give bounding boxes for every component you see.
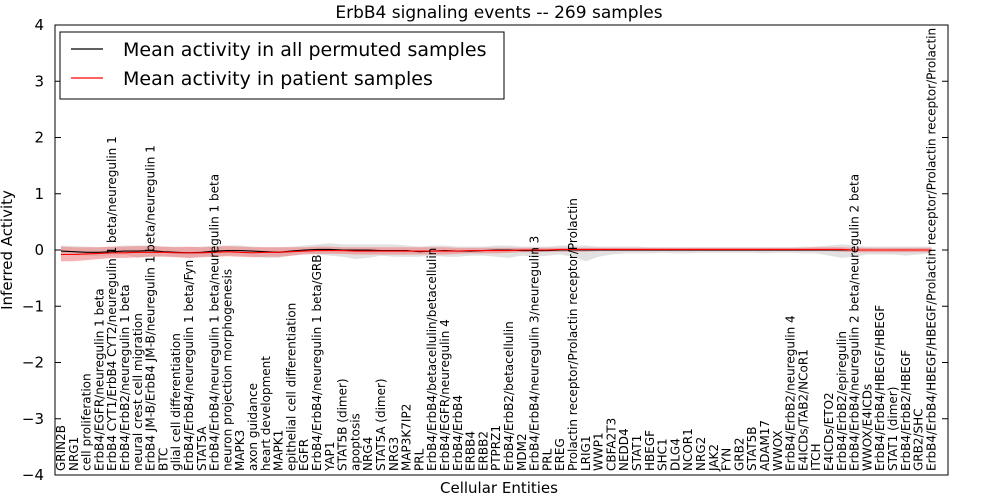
category-label: axon guidance: [246, 383, 260, 471]
plot-frame: [54, 24, 949, 476]
permuted-mean-line: [60, 248, 932, 254]
category-label: NRG2: [694, 437, 708, 471]
category-label: EGFR: [297, 439, 311, 471]
category-label: STAT5B: [745, 427, 759, 472]
category-label: GRB2/SHC: [912, 408, 926, 471]
category-label: NRG4: [361, 437, 375, 471]
category-label: PTPRZ1: [489, 425, 503, 471]
category-label: ERBB2: [476, 431, 490, 471]
category-label: STAT5B (dimer): [336, 378, 350, 471]
category-label: ErbB4/ErbB2/betacellulin: [502, 321, 516, 471]
category-label: E4ICDs/ETO2: [822, 392, 836, 471]
category-label: MAPK3: [233, 430, 247, 471]
y-tick-label: −3: [22, 410, 44, 428]
patient-mean-line: [61, 248, 932, 256]
category-label: MAP3K7IP2: [400, 404, 414, 471]
lines-layer: [60, 248, 932, 256]
category-label: STAT1: [630, 435, 644, 471]
category-label: ErbB4/ErbB2/HBEGF: [899, 350, 913, 471]
category-label: CBFA2T3: [604, 418, 618, 471]
category-label: ErbB4/ErbB4/neuregulin 1 beta/Fyn: [182, 260, 196, 471]
category-label: STAT1 (dimer): [886, 387, 900, 471]
y-tick-label: 2: [34, 129, 44, 147]
category-label: ErbB4 JM-B/ErbB4 JM-B/neuregulin 1 beta/…: [144, 145, 158, 471]
category-label: ErbB4/EGFR/neuregulin 4: [438, 319, 452, 471]
category-label: ErbB4/ErbB4/neuregulin 2 beta/neuregulin…: [848, 174, 862, 471]
category-label: glial cell differentiation: [169, 333, 183, 471]
category-label: ErbB4/ErbB4/neuregulin 1 beta/neuregulin…: [208, 174, 222, 471]
category-label: NRG1: [67, 437, 81, 471]
category-label: STAT5A (dimer): [374, 378, 388, 471]
category-label: ErbB4 CYT1/ErbB4 CYT2/neuregulin 1 beta/…: [105, 136, 119, 471]
category-label: PRL: [540, 448, 554, 471]
category-label: heart development: [259, 356, 273, 471]
category-label: NCOR1: [681, 428, 695, 471]
category-label: ADAM17: [758, 420, 772, 471]
category-label: ErbB4/ErbB2/neuregulin 4: [784, 315, 798, 471]
x-axis-label: Cellular Entities: [440, 479, 558, 497]
category-label: WWOX: [771, 430, 785, 471]
category-label: GRIN2B: [54, 425, 68, 471]
category-label: BTC: [156, 448, 170, 471]
category-label: MAPK1: [272, 430, 286, 471]
category-label: Prolactin receptor/Prolactin receptor/Pr…: [566, 198, 580, 471]
category-label: FYN: [720, 448, 734, 471]
category-label: ERBB4: [464, 431, 478, 471]
category-label: JAK2: [707, 444, 721, 472]
category-label: DLG4: [668, 438, 682, 471]
category-label: neuron projection morphogenesis: [220, 269, 234, 471]
category-label: ErbB4/ErbB4/HBEGF/HBEGF/Prolactin recept…: [924, 28, 938, 471]
y-tick-label: 1: [34, 185, 44, 203]
chart-title: ErbB4 signaling events -- 269 samples: [335, 3, 662, 23]
legend: Mean activity in all permuted samples Me…: [59, 31, 505, 100]
category-label: HBEGF: [643, 430, 657, 471]
y-tick-label: −2: [22, 354, 44, 372]
legend-label-patient: Mean activity in patient samples: [123, 68, 433, 90]
category-label: neural crest cell migration: [131, 313, 145, 471]
category-label: LRIG1: [579, 436, 593, 472]
category-label: ErbB4/ErbB4/neuregulin 1 beta/GRB: [310, 255, 324, 471]
category-label: PRL: [412, 448, 426, 471]
category-label: cell proliferation: [80, 373, 94, 471]
category-label: ErbB4/EGFR/neuregulin 1 beta: [92, 288, 106, 471]
category-label: epithelial cell differentiation: [284, 303, 298, 471]
category-label: ErbB4/ErbB4/betacellulin/betacellulin: [425, 248, 439, 471]
category-label: apoptosis: [348, 413, 362, 471]
category-label: GRB2: [732, 437, 746, 471]
category-label: SHC1: [656, 438, 670, 471]
category-label: NRG3: [387, 437, 401, 471]
category-label: ErbB4/ErbB4/HBEGF/HBEGF: [873, 305, 887, 471]
category-label: MDM2: [515, 433, 529, 471]
y-tick-label: −1: [22, 297, 44, 315]
legend-box: [59, 31, 505, 100]
category-label: YAP1: [323, 442, 337, 472]
category-label: ErbB4/ErbB4/neuregulin 3/neuregulin 3: [528, 236, 542, 471]
category-label: WWP1: [592, 432, 606, 471]
category-label: E4ICDs/TAB2/NCoR1: [796, 349, 810, 471]
category-label: STAT5A: [195, 426, 209, 471]
y-tick-label: −4: [22, 466, 44, 484]
legend-label-permuted: Mean activity in all permuted samples: [123, 39, 486, 61]
category-label: ErbB4/ErbB2/epiregulin: [835, 331, 849, 471]
y-axis-label: Inferred Activity: [0, 190, 16, 310]
category-label: NEDD4: [617, 428, 631, 471]
y-tick-label: 0: [34, 241, 44, 259]
category-label: ITCH: [809, 443, 823, 471]
category-label: ErbB4/ErbB2/neuregulin 1 beta: [118, 284, 132, 471]
y-tick-label: 3: [34, 72, 44, 90]
category-label: EREG: [553, 438, 567, 471]
category-label: WWOX/E4ICDs: [860, 384, 874, 471]
y-tick-label: 4: [34, 16, 44, 34]
category-label: ErbB4/ErbB4: [451, 395, 465, 471]
